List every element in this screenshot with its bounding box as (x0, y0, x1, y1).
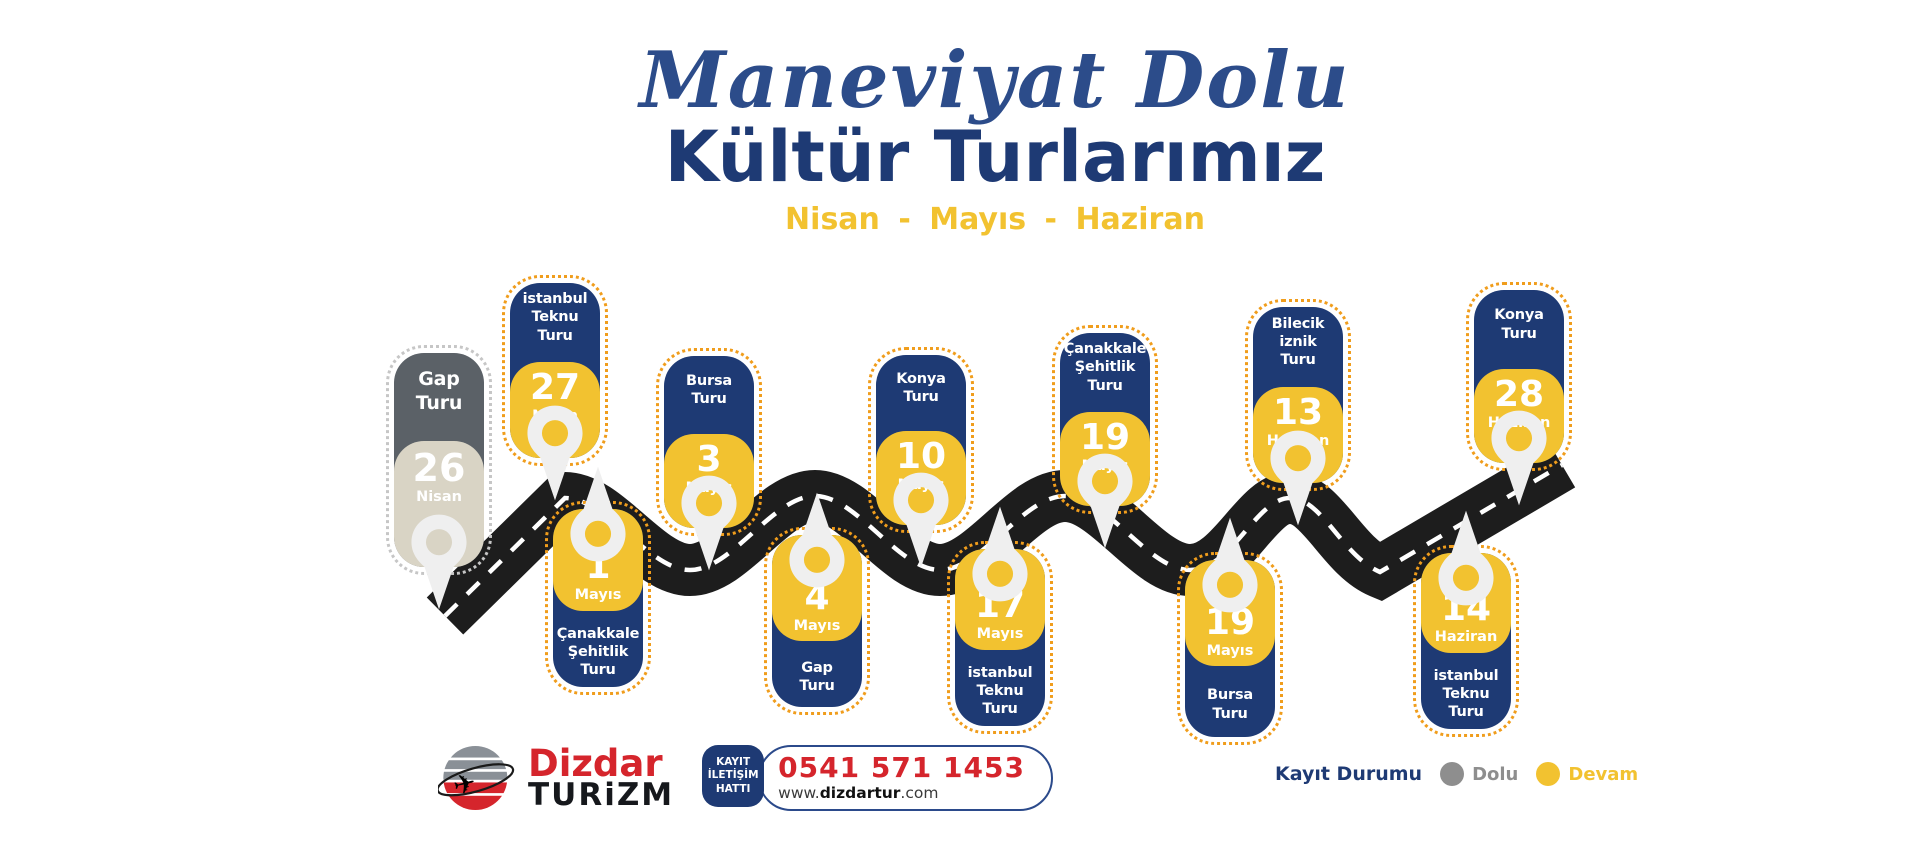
legend-label: Kayıt Durumu (1275, 763, 1423, 785)
map-pin-icon (681, 475, 737, 571)
tour-card-konya-28-haziran: Konya Turu 28 Haziran (1466, 282, 1572, 506)
tour-card-istanbul-17-mayis: 17 Mayıs istanbul Teknu Turu (947, 506, 1053, 734)
map-pin-icon (1438, 510, 1494, 606)
tour-card-canakkale-1-mayis: 1 Mayıs Çanakkale Şehitlik Turu (545, 466, 651, 695)
tour-month: Nisan (416, 489, 462, 505)
phone-number: 0541 571 1453 (778, 751, 1025, 784)
brand-name-dizdar: Dizdar (528, 741, 663, 785)
tour-name: Bilecik iznik Turu (1271, 315, 1325, 369)
tour-date: 26 Nisan (394, 441, 484, 567)
tour-day: 13 (1272, 392, 1324, 433)
map-pin-icon (570, 466, 626, 562)
tour-day: 3 (696, 439, 722, 480)
tour-day: 10 (895, 436, 947, 477)
tour-date: 4 Mayıs (772, 535, 862, 641)
tour-name: istanbul Teknu Turu (522, 291, 588, 344)
dizdar-turizm-logo: ✈ Dizdar TURiZM (438, 738, 674, 818)
map-pin-icon (411, 514, 467, 610)
map-pin-icon (527, 405, 583, 501)
tour-card-gap-4-mayis: 4 Mayıs Gap Turu (764, 492, 870, 715)
website-url: www.dizdartur.com (778, 784, 1025, 802)
tour-card-canakkale-19-mayis: Çanakkale Şehitlik Turu 19 Mayıs (1052, 325, 1158, 549)
tour-name: Konya Turu (1494, 307, 1544, 342)
tour-card-istanbul-27-nisan: istanbul Teknu Turu 27 Nisan (502, 275, 608, 501)
tour-month: Mayıs (793, 617, 841, 634)
legend-item-devam: Devam (1536, 762, 1638, 786)
tour-card-konya-10-mayis: Konya Turu 10 Mayıs (868, 347, 974, 568)
subtitle-months: Nisan - Mayıs - Haziran (785, 202, 1205, 237)
legend-item-dolu: Dolu (1440, 762, 1518, 786)
brand-name-turizm: TURiZM (528, 776, 675, 813)
tour-card-bilecik-13-haziran: Bilecik iznik Turu 13 Haziran (1245, 299, 1351, 526)
map-pin-icon (1202, 517, 1258, 613)
tour-card-bursa-3-mayis: Bursa Turu 3 Mayıs (656, 348, 762, 571)
website-tld: .com (900, 784, 939, 802)
map-pin-icon (789, 492, 845, 588)
legend-item-label: Dolu (1472, 763, 1519, 785)
tour-name: Bursa Turu (1207, 687, 1253, 722)
status-dot-dolu (1440, 762, 1465, 786)
tour-name: istanbul Teknu Turu (967, 664, 1033, 717)
tour-card-istanbul-14-haziran: 14 Haziran istanbul Teknu Turu (1413, 510, 1519, 737)
map-pin-icon (1270, 430, 1326, 526)
tour-month: Mayıs (574, 587, 622, 604)
contact-block: KAYIT İLETİŞİM HATTI 0541 571 1453 www.d… (702, 745, 1053, 811)
tour-month: Haziran (1434, 629, 1498, 646)
tour-name: Bursa Turu (686, 372, 732, 407)
tour-card-gap-26-nisan: Gap Turu 26 Nisan (386, 345, 492, 610)
tour-day: 19 (1079, 417, 1131, 458)
tour-month: Mayıs (1206, 642, 1254, 659)
header: Maneviyat Dolu Kültür Turlarımız Nisan -… (420, 35, 1570, 238)
tour-name: Gap Turu (415, 368, 463, 414)
tour-name: Çanakkale Şehitlik Turu (556, 625, 640, 678)
status-dot-devam (1536, 762, 1561, 786)
tour-month: Mayıs (976, 626, 1024, 643)
tour-name: Gap Turu (799, 659, 835, 694)
tour-day: 26 (412, 446, 466, 490)
tour-date: 14 Haziran (1421, 553, 1511, 653)
tour-name: Çanakkale Şehitlik Turu (1063, 341, 1147, 394)
road-center-line (443, 463, 1564, 618)
legend-item-label: Devam (1568, 763, 1639, 785)
brand-text: Dizdar TURiZM (528, 741, 675, 813)
map-pin-icon (972, 506, 1028, 602)
legend-kayit-durumu: Kayıt Durumu Dolu Devam (1275, 762, 1638, 786)
map-pin-icon (1077, 453, 1133, 549)
tour-card-bursa-19-mayis: 19 Mayıs Bursa Turu (1177, 517, 1283, 745)
tour-day: 27 (529, 367, 581, 408)
tour-name: istanbul Teknu Turu (1433, 667, 1499, 720)
map-pin-icon (893, 472, 949, 568)
script-title: Maneviyat Dolu (639, 35, 1351, 126)
tour-day: 28 (1493, 374, 1545, 415)
website-www: www. (778, 784, 820, 802)
website-domain: dizdartur (819, 784, 901, 802)
contact-pill: 0541 571 1453 www.dizdartur.com (758, 745, 1053, 811)
tour-name: Konya Turu (896, 370, 946, 405)
globe-plane-icon: ✈ (438, 746, 515, 810)
map-pin-icon (1491, 410, 1547, 506)
footer: ✈ Dizdar TURiZM KAYIT İLETİŞİM HATTI 054… (438, 738, 1053, 818)
contact-badge: KAYIT İLETİŞİM HATTI (702, 745, 765, 807)
page-title: Kültür Turlarımız (664, 116, 1326, 198)
